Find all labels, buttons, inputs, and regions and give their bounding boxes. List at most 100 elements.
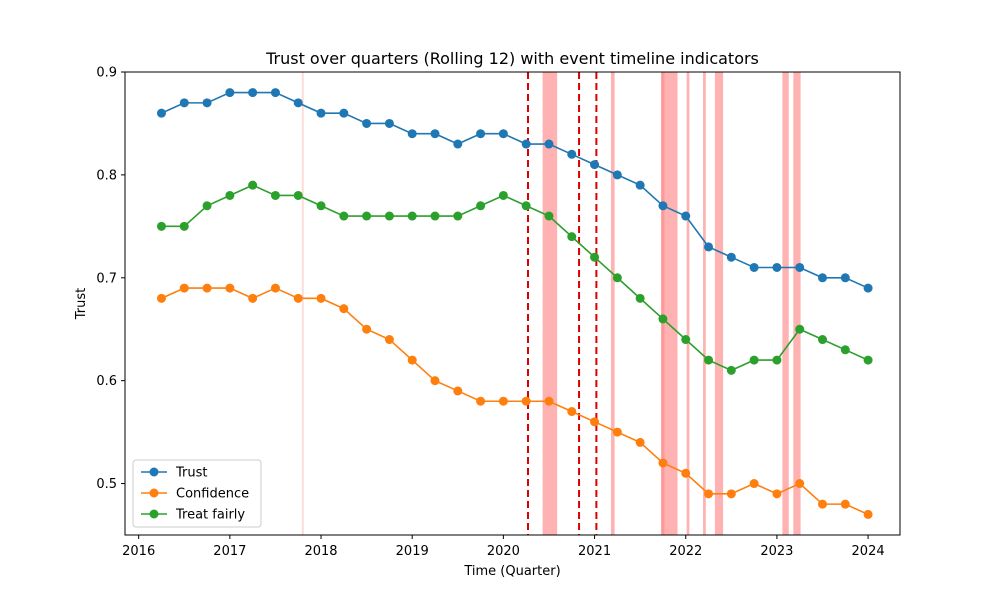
data-point — [704, 355, 714, 365]
y-tick-label: 0.9 — [96, 66, 117, 81]
data-point — [339, 304, 349, 314]
data-point — [248, 88, 258, 98]
data-point — [202, 98, 212, 108]
event-span — [793, 72, 801, 535]
legend-label: Confidence — [176, 487, 249, 502]
x-tick-label: 2016 — [122, 544, 155, 559]
x-tick-label: 2018 — [304, 544, 337, 559]
x-tick-label: 2023 — [760, 544, 793, 559]
data-point — [818, 273, 827, 283]
data-point — [749, 262, 759, 272]
data-point — [612, 427, 622, 437]
x-axis-title: Time (Quarter) — [463, 564, 560, 579]
data-point — [590, 417, 600, 427]
y-axis-title: Trust — [74, 288, 89, 320]
event-span — [686, 72, 690, 535]
data-point — [407, 355, 417, 365]
data-point — [202, 283, 212, 293]
data-point — [248, 293, 258, 303]
data-point — [658, 314, 668, 324]
x-tick-label: 2017 — [213, 544, 246, 559]
data-point — [156, 293, 166, 303]
data-point — [339, 108, 349, 118]
event-span — [661, 72, 665, 535]
data-point — [384, 211, 394, 221]
y-tick-label: 0.7 — [96, 271, 117, 286]
data-point — [704, 489, 714, 499]
legend-box — [132, 459, 262, 528]
data-point — [339, 211, 349, 221]
event-span — [782, 72, 789, 535]
x-tick-label: 2020 — [487, 544, 520, 559]
data-point — [179, 221, 189, 231]
legend-swatch-marker — [149, 509, 159, 519]
data-point — [681, 335, 691, 345]
data-point — [521, 396, 531, 406]
data-point — [681, 468, 691, 478]
data-point — [179, 98, 189, 108]
data-point — [863, 509, 873, 519]
event-span — [664, 72, 678, 535]
data-point — [612, 170, 622, 180]
data-point — [544, 211, 554, 221]
data-point — [521, 139, 531, 149]
event-span — [610, 72, 615, 535]
data-point — [726, 252, 736, 262]
legend-swatch-marker — [149, 467, 159, 477]
data-point — [772, 355, 782, 365]
data-point — [407, 211, 417, 221]
data-point — [430, 211, 440, 221]
data-point — [567, 149, 577, 159]
x-tick-label: 2024 — [852, 544, 885, 559]
data-point — [818, 335, 827, 345]
legend-label: Trust — [175, 466, 207, 481]
event-span — [714, 72, 724, 535]
data-point — [635, 293, 645, 303]
legend: Trust Confidence Treat fairly — [132, 459, 262, 528]
legend-swatch-marker — [149, 488, 159, 498]
data-point — [726, 365, 736, 375]
plot-area: 2016 2017 2018 2019 2020 2021 2022 2023 2024 0.5 0… — [96, 66, 901, 559]
legend-label: Treat fairly — [175, 508, 245, 523]
data-point — [270, 190, 280, 200]
data-point — [179, 283, 189, 293]
y-tick-label: 0.8 — [96, 168, 117, 183]
data-point — [225, 190, 235, 200]
data-point — [772, 489, 782, 499]
data-point — [476, 129, 486, 139]
chart-title: Trust over quarters (Rolling 12) with ev… — [265, 49, 759, 68]
data-point — [590, 160, 600, 170]
data-point — [863, 355, 873, 365]
plot-clipped-layer — [156, 72, 873, 535]
y-tick-label: 0.5 — [96, 477, 117, 492]
data-point — [316, 201, 326, 211]
data-point — [270, 283, 280, 293]
data-point — [863, 283, 873, 293]
data-point — [293, 293, 303, 303]
data-point — [384, 335, 394, 345]
data-point — [316, 108, 326, 118]
data-point — [362, 118, 372, 128]
data-point — [635, 437, 645, 447]
data-point — [156, 221, 166, 231]
data-point — [362, 211, 372, 221]
data-point — [293, 98, 303, 108]
event-span — [703, 72, 706, 535]
data-point — [453, 139, 463, 149]
data-point — [772, 262, 782, 272]
data-point — [795, 479, 805, 489]
data-point — [704, 242, 714, 252]
data-point — [202, 201, 212, 211]
x-tick-label: 2022 — [669, 544, 702, 559]
data-point — [156, 108, 166, 118]
data-point — [248, 180, 258, 190]
data-point — [384, 118, 394, 128]
data-point — [658, 201, 668, 211]
data-point — [635, 180, 645, 190]
data-point — [612, 273, 622, 283]
data-point — [749, 479, 759, 489]
data-point — [726, 489, 736, 499]
data-point — [795, 262, 805, 272]
data-point — [225, 283, 235, 293]
